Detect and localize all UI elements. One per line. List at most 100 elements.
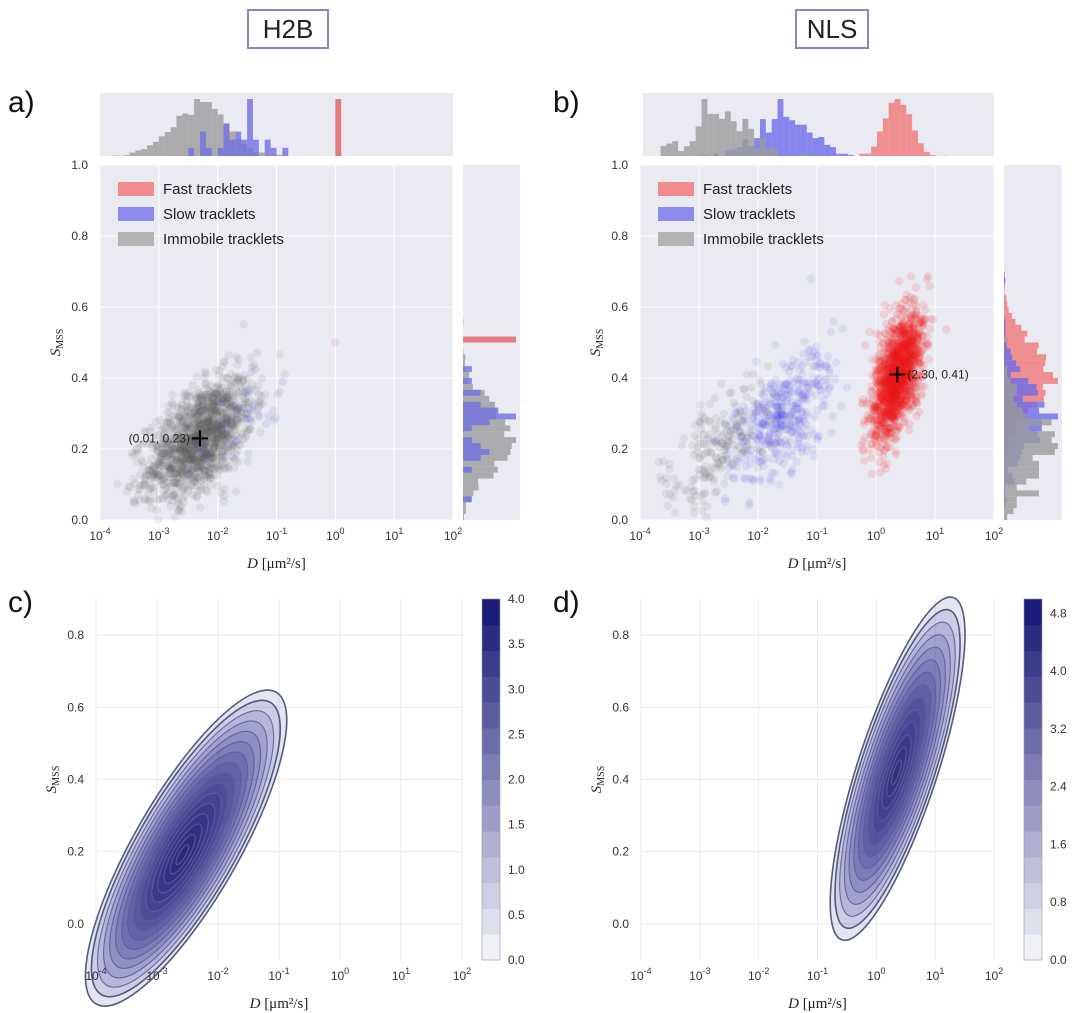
- scatter-point: [210, 400, 219, 409]
- scatter-point: [169, 455, 178, 465]
- scatter-point: [167, 463, 176, 473]
- scatter-point: [238, 375, 248, 384]
- scatter-point: [859, 456, 869, 465]
- scatter-point: [208, 452, 217, 461]
- scatter-point: [809, 373, 818, 382]
- scatter-point: [176, 446, 185, 455]
- scatter-point: [209, 460, 218, 469]
- hist-bar: [929, 155, 936, 156]
- scatter-point: [201, 433, 210, 442]
- scatter-point: [143, 496, 153, 505]
- scatter-point: [693, 442, 703, 452]
- hist-bar: [789, 120, 796, 156]
- hist-bar: [1004, 283, 1005, 290]
- scatter-point: [705, 468, 714, 477]
- hist-bar: [678, 151, 684, 156]
- hist-bar: [1004, 407, 1024, 414]
- scatter-point: [157, 461, 166, 471]
- scatter-point: [895, 276, 904, 286]
- legend-label: Slow tracklets: [163, 206, 256, 223]
- scatter-point: [170, 448, 179, 457]
- scatter-point: [186, 470, 195, 479]
- scatter-point: [231, 431, 240, 440]
- hist-bar: [1004, 419, 1052, 426]
- scatter-point: [207, 416, 216, 425]
- scatter-point: [186, 392, 195, 401]
- scatter-point: [154, 454, 164, 464]
- scatter-point: [223, 373, 232, 383]
- scatter-point: [185, 468, 194, 478]
- legend-swatch: [118, 182, 154, 196]
- scatter-point: [810, 430, 819, 439]
- scatter-point: [203, 446, 212, 456]
- scatter-point: [188, 440, 198, 449]
- scatter-point: [793, 426, 803, 435]
- colorbar-segment: [482, 727, 500, 755]
- scatter-point: [180, 457, 189, 466]
- scatter-point: [163, 462, 172, 471]
- legend-swatch: [658, 232, 694, 246]
- scatter-point: [194, 455, 203, 464]
- scatter-point: [894, 377, 904, 386]
- scatter-point: [207, 402, 217, 412]
- scatter-point: [194, 468, 203, 477]
- hist-bar: [830, 147, 837, 156]
- scatter-point: [758, 418, 768, 428]
- hist-bar: [1004, 443, 1058, 449]
- scatter-point: [163, 489, 172, 498]
- scatter-point: [138, 440, 147, 449]
- hist-bar: [742, 118, 749, 156]
- x-tick-label: 10-3: [688, 526, 709, 543]
- scatter-point: [720, 418, 730, 428]
- hist-bar: [1004, 348, 1011, 355]
- hist-bar: [463, 472, 494, 479]
- scatter-point: [207, 397, 216, 406]
- scatter-point: [777, 398, 786, 407]
- scatter-point: [213, 410, 222, 420]
- scatter-point: [155, 470, 164, 480]
- x-tick-label: 10-3: [689, 966, 710, 983]
- scatter-point: [232, 406, 241, 415]
- legend-label: Slow tracklets: [703, 206, 796, 223]
- scatter-point: [796, 415, 805, 424]
- scatter-point: [177, 455, 187, 465]
- hist-bar: [906, 114, 913, 156]
- scatter-point: [767, 476, 776, 485]
- colorbar-segment: [1024, 882, 1042, 909]
- scatter-point: [200, 423, 209, 433]
- scatter-point: [778, 359, 787, 368]
- scatter-point: [182, 475, 192, 485]
- scatter-point: [193, 397, 203, 407]
- hist-bar: [865, 153, 872, 156]
- hist-bar: [170, 127, 177, 156]
- scatter-point: [823, 352, 833, 361]
- hist-bar: [1004, 496, 1017, 503]
- scatter-point: [777, 420, 787, 429]
- scatter-point: [909, 380, 918, 389]
- scatter-point: [183, 437, 192, 447]
- hist-bar: [258, 152, 265, 156]
- scatter-point: [912, 412, 921, 421]
- hist-bar: [748, 128, 755, 156]
- scatter-point: [181, 447, 190, 457]
- hist-bar: [176, 115, 183, 156]
- scatter-point: [228, 401, 237, 411]
- hist-bar: [1004, 366, 1008, 373]
- mean-annotation-b: (2.30, 0.41): [907, 367, 968, 381]
- scatter-point: [926, 324, 935, 334]
- scatter-point: [186, 474, 195, 484]
- x-tick-label: 10-3: [148, 526, 169, 543]
- scatter-point: [842, 383, 852, 392]
- scatter-point: [217, 398, 226, 408]
- scatter-point: [147, 474, 156, 484]
- scatter-point: [164, 452, 173, 461]
- scatter-point: [766, 417, 775, 426]
- scatter-point: [239, 371, 249, 380]
- scatter-point: [239, 320, 248, 329]
- scatter-point: [238, 403, 247, 413]
- scatter-point: [174, 506, 183, 515]
- scatter-point: [204, 433, 214, 442]
- scatter-point: [867, 427, 876, 437]
- scatter-point: [736, 408, 745, 417]
- scatter-point: [187, 467, 196, 476]
